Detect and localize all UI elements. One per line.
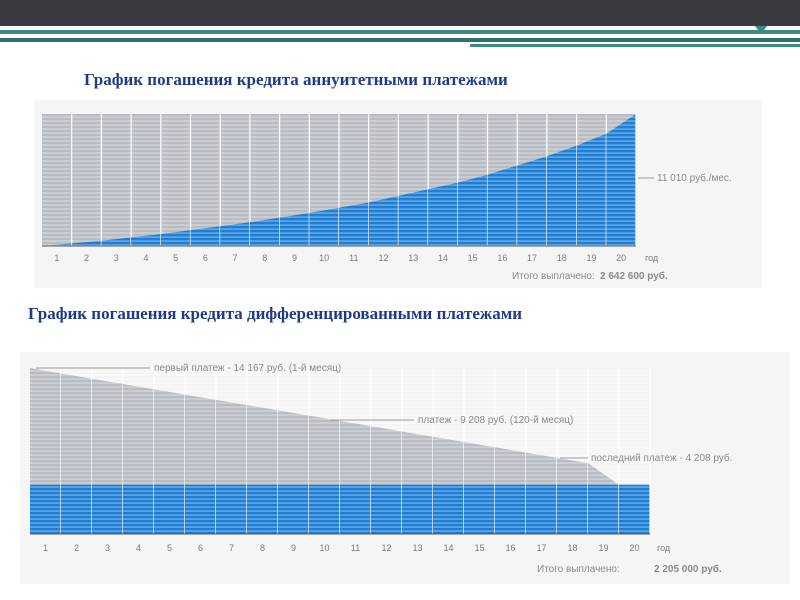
- x-tick-label: 20: [629, 543, 639, 553]
- x-tick-label: 14: [438, 253, 448, 263]
- x-tick-label: 4: [136, 543, 141, 553]
- x-tick-label: 1: [54, 253, 59, 263]
- x-tick-label: 7: [229, 543, 234, 553]
- decorative-line-2: [0, 38, 800, 42]
- x-tick-label: 13: [408, 253, 418, 263]
- top-bar: [0, 0, 800, 26]
- annotation-first: первый платеж - 14 167 руб. (1-й месяц): [154, 362, 341, 374]
- x-tick-label: 17: [527, 253, 537, 263]
- x-tick-label: 18: [557, 253, 567, 263]
- x-tick-label: 7: [233, 253, 238, 263]
- annotation-label: 11 010 руб./мес.: [657, 172, 732, 184]
- annotation-last: последний платеж - 4 208 руб.: [591, 452, 732, 464]
- x-tick-label: 5: [173, 253, 178, 263]
- x-tick-label: 15: [474, 543, 484, 553]
- decorative-line-3: [470, 44, 800, 47]
- x-tick-label: 19: [598, 543, 608, 553]
- x-tick-label: 16: [497, 253, 507, 263]
- x-tick-label: 13: [412, 543, 422, 553]
- x-unit-label: год: [645, 253, 659, 263]
- x-tick-label: 17: [536, 543, 546, 553]
- x-tick-label: 9: [292, 253, 297, 263]
- x-tick-label: 10: [319, 253, 329, 263]
- x-tick-label: 4: [143, 253, 148, 263]
- x-tick-label: 15: [468, 253, 478, 263]
- x-tick-label: 5: [167, 543, 172, 553]
- total-label: Итого выплачено:: [512, 271, 595, 282]
- annotation-middle: платеж - 9 208 руб. (120-й месяц): [418, 414, 573, 426]
- differentiated-chart-heading: График погашения кредита дифференцирован…: [28, 304, 523, 323]
- x-tick-label: 9: [291, 543, 296, 553]
- decorative-line: [0, 30, 800, 34]
- x-tick-label: 11: [349, 253, 358, 263]
- x-tick-label: 6: [203, 253, 208, 263]
- x-tick-label: 1: [43, 543, 48, 553]
- x-tick-label: 20: [616, 253, 626, 263]
- stripe-overlay: [42, 114, 636, 246]
- x-tick-label: 2: [84, 253, 89, 263]
- x-tick-label: 6: [198, 543, 203, 553]
- x-tick-label: 14: [443, 543, 453, 553]
- x-tick-label: 3: [114, 253, 119, 263]
- x-tick-label: 3: [105, 543, 110, 553]
- annuity-chart-heading: График погашения кредита аннуитетными пл…: [84, 70, 508, 89]
- x-tick-label: 18: [567, 543, 577, 553]
- x-tick-label: 11: [351, 543, 360, 553]
- x-tick-label: 12: [379, 253, 389, 263]
- total-value: 2 205 000 руб.: [654, 563, 722, 575]
- x-tick-label: 16: [505, 543, 515, 553]
- total-value: 2 642 600 руб.: [600, 270, 668, 282]
- x-tick-label: 2: [74, 543, 79, 553]
- x-tick-label: 19: [586, 253, 596, 263]
- x-unit-label: год: [657, 543, 671, 553]
- total-label: Итого выплачено:: [537, 564, 620, 575]
- x-tick-label: 8: [260, 543, 265, 553]
- stripe-overlay: [30, 368, 650, 534]
- x-tick-label: 10: [319, 543, 329, 553]
- x-tick-label: 12: [381, 543, 391, 553]
- x-tick-label: 8: [262, 253, 267, 263]
